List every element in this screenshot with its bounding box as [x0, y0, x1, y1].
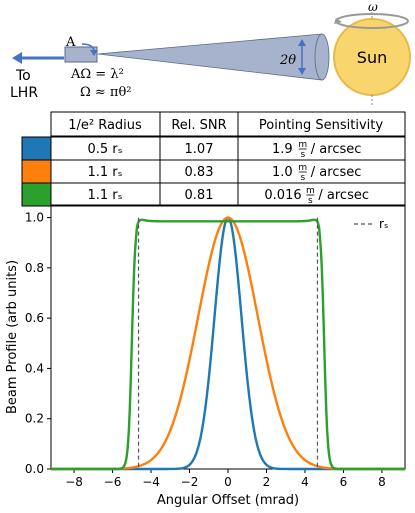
x-tick-label: −2	[181, 475, 199, 489]
y-tick-label: 0.0	[25, 462, 44, 476]
table-cell-pointing-unit-top: m	[306, 186, 315, 196]
table-cell-pointing-unit-bottom: s	[300, 150, 305, 160]
optics-diagram: 2θ A To LHR AΩ = λ² Ω ≈ πθ² Sun ω	[10, 0, 411, 105]
table-row-swatch	[21, 136, 52, 161]
y-tick-label: 1.0	[25, 211, 44, 225]
table-cell-pointing-tail: / arcsec	[318, 188, 369, 203]
equation-solid-angle: Ω ≈ πθ²	[80, 85, 132, 100]
lhr-label: LHR	[10, 85, 38, 101]
to-lhr-arrowhead	[12, 52, 22, 64]
table-cell-pointing-tail: / arcsec	[311, 142, 362, 157]
series-line	[51, 216, 405, 471]
legend-rs-label: rₛ	[379, 217, 388, 231]
two-theta-arrowhead-up	[298, 39, 306, 46]
x-axis-label: Angular Offset (mrad)	[157, 493, 299, 508]
omega-label: ω	[368, 0, 378, 14]
table-cell-snr: 1.07	[185, 142, 214, 157]
aperture-box	[64, 46, 98, 63]
x-tick-label: 8	[378, 475, 386, 489]
table-cell-snr: 0.83	[185, 165, 214, 180]
y-tick-label: 0.8	[25, 261, 44, 275]
table-cell-radius: 0.5 rₛ	[87, 142, 122, 157]
aperture-curl-arrow	[81, 43, 95, 51]
series-line	[51, 218, 405, 471]
table-cell-pointing-tail: / arcsec	[311, 165, 362, 180]
equation-etendue: AΩ = λ²	[70, 67, 124, 82]
table-cell-pointing-value: 0.016	[264, 188, 301, 203]
series-line	[51, 216, 405, 471]
x-tick-label: 6	[340, 475, 348, 489]
table-row-swatch	[21, 159, 52, 184]
curves	[51, 216, 405, 471]
x-tick-label: −4	[142, 475, 160, 489]
aperture-curl-head	[90, 50, 98, 56]
two-theta-arrowhead-down	[298, 68, 306, 75]
table-cell-pointing-unit-top: m	[298, 163, 307, 173]
table-cell-snr: 0.81	[185, 188, 214, 203]
comparison-table: 1/e² Radius Rel. SNR Pointing Sensitivit…	[21, 111, 406, 207]
sun-rotation-arrowhead	[334, 18, 342, 24]
to-label: To	[15, 68, 31, 84]
x-tick-label: 4	[301, 475, 309, 489]
x-tick-label: 2	[263, 475, 271, 489]
legend: rₛ	[354, 217, 388, 231]
sun-label: Sun	[357, 48, 387, 67]
table-header-snr: Rel. SNR	[171, 118, 226, 133]
table-row-swatch	[21, 182, 52, 207]
table-cell-pointing-unit-top: m	[298, 140, 307, 150]
y-axis-label: Beam Profile (arb units)	[5, 260, 20, 414]
aperture-label: A	[65, 35, 76, 50]
y-tick-label: 0.2	[25, 412, 44, 426]
x-tick-label: 0	[224, 475, 232, 489]
table-cell-pointing-value: 1.9	[272, 142, 293, 157]
beam-cone-end	[314, 33, 330, 81]
table-cell-radius: 1.1 rₛ	[87, 165, 122, 180]
beam-profile-plot: −8 −6 −4 −2 0 2 4 6 8 0.0 0.2 0.4 0.6 0.8 1.0 rₛ Angul…	[5, 204, 406, 508]
table-row	[50, 182, 406, 207]
two-theta-label: 2θ	[279, 53, 296, 68]
table-cell-radius: 1.1 rₛ	[87, 188, 122, 203]
axis-ticks: −8 −6 −4 −2 0 2 4 6 8 0.0 0.2 0.4 0.6 0.8 1.0	[25, 211, 386, 489]
x-tick-label: −6	[104, 475, 122, 489]
table-cell-pointing-unit-bottom: s	[300, 173, 305, 183]
table-header-pointing: Pointing Sensitivity	[259, 118, 383, 133]
y-tick-label: 0.4	[25, 361, 44, 375]
y-tick-label: 0.6	[25, 311, 44, 325]
x-tick-label: −8	[65, 475, 83, 489]
table-cell-pointing-value: 1.0	[272, 165, 293, 180]
plot-frame	[50, 204, 406, 470]
table-header-radius: 1/e² Radius	[68, 118, 142, 133]
table-header-box	[50, 111, 406, 137]
table-cell-pointing-unit-bottom: s	[308, 196, 313, 206]
